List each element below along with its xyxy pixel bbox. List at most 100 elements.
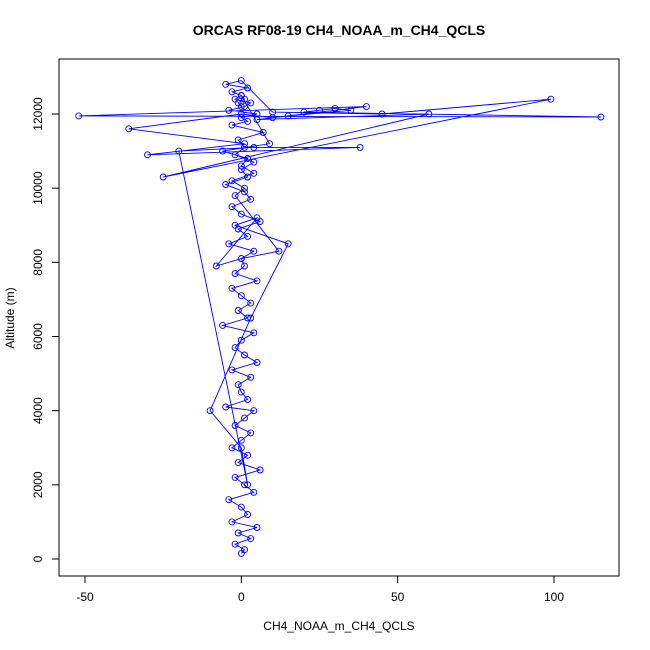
data-point: [237, 388, 245, 396]
data-point: [241, 546, 248, 554]
data-point: [284, 112, 292, 120]
data-point: [250, 143, 258, 151]
data-point: [231, 344, 239, 352]
data-point: [241, 414, 248, 422]
data-point: [253, 214, 261, 222]
data-point: [250, 169, 258, 177]
y-tick-label: 4000: [31, 397, 45, 424]
data-point: [269, 108, 277, 116]
data-point: [241, 103, 248, 111]
data-point: [241, 351, 248, 359]
data-point: [253, 359, 261, 366]
data-point: [237, 103, 245, 111]
data-point: [225, 496, 233, 504]
data-point: [253, 277, 261, 285]
data-point: [244, 155, 252, 162]
data-point: [247, 195, 255, 203]
data-point: [234, 529, 242, 537]
data-point: [237, 110, 245, 118]
plot-frame: [58, 58, 620, 577]
data-point: [228, 88, 236, 96]
data-point: [241, 184, 248, 192]
data-point: [228, 444, 236, 452]
data-point: [425, 110, 433, 118]
data-point: [222, 403, 230, 411]
data-point: [241, 262, 248, 270]
data-point: [75, 112, 83, 120]
data-point: [244, 511, 252, 518]
chart-title: ORCAS RF08-19 CH4_NOAA_m_CH4_QCLS: [193, 22, 486, 38]
data-point: [247, 535, 255, 543]
y-axis: 0 2000 4000 6000 8000 10000 12000: [31, 97, 59, 562]
data-point: [237, 114, 245, 122]
data-point: [206, 407, 214, 415]
data-point: [228, 177, 236, 185]
data-point: [234, 307, 242, 314]
data-point: [244, 84, 252, 92]
data-point: [250, 488, 258, 496]
data-point: [241, 143, 248, 151]
y-tick-label: 10000: [31, 171, 45, 205]
data-point: [237, 336, 245, 344]
data-point: [144, 151, 151, 159]
data-point: [228, 518, 236, 526]
data-point: [347, 106, 355, 114]
y-tick-label: 0: [31, 555, 45, 562]
data-point: [247, 314, 255, 322]
data-point: [247, 373, 255, 381]
data-point: [250, 247, 258, 255]
data-point: [231, 221, 239, 229]
data-point: [222, 181, 230, 188]
data-point: [244, 314, 252, 322]
data-point: [175, 147, 183, 155]
data-point: [159, 173, 167, 181]
data-point: [244, 451, 252, 459]
data-point: [228, 121, 236, 129]
data-point: [250, 407, 258, 415]
data-point: [237, 162, 245, 170]
data-series: [75, 77, 605, 557]
x-axis-label: CH4_NOAA_m_CH4_QCLS: [263, 619, 414, 633]
data-point: [253, 116, 261, 124]
data-point: [237, 436, 245, 444]
data-point: [125, 125, 133, 133]
data-point: [228, 366, 236, 374]
data-point: [231, 192, 239, 200]
data-point: [225, 240, 233, 248]
data-point: [237, 210, 245, 218]
data-point: [237, 77, 245, 85]
data-point: [228, 203, 236, 211]
y-tick-label: 8000: [31, 249, 45, 276]
data-point: [244, 232, 252, 240]
data-point: [234, 459, 242, 467]
data-point: [231, 540, 239, 548]
data-point: [241, 188, 248, 196]
data-point: [241, 95, 248, 103]
data-point: [244, 481, 252, 489]
data-point: [597, 113, 605, 121]
data-point: [244, 173, 252, 181]
data-point: [219, 147, 227, 155]
x-tick-label: 50: [391, 590, 405, 604]
data-point: [256, 466, 264, 474]
y-tick-label: 12000: [31, 97, 45, 131]
data-point: [547, 95, 555, 103]
data-point: [247, 99, 255, 107]
data-point: [275, 247, 283, 255]
data-point: [316, 106, 323, 114]
data-point: [247, 299, 255, 307]
data-point: [225, 106, 233, 114]
data-point: [231, 473, 239, 481]
data-point: [259, 129, 267, 136]
data-point: [241, 140, 248, 148]
data-point: [378, 110, 386, 118]
data-point: [244, 117, 252, 125]
y-tick-label: 2000: [31, 471, 45, 498]
data-point: [247, 429, 255, 437]
x-tick-label: 0: [238, 590, 245, 604]
data-point: [231, 270, 239, 277]
series-line: [78, 80, 601, 554]
data-point: [234, 381, 242, 389]
data-point: [222, 80, 230, 88]
